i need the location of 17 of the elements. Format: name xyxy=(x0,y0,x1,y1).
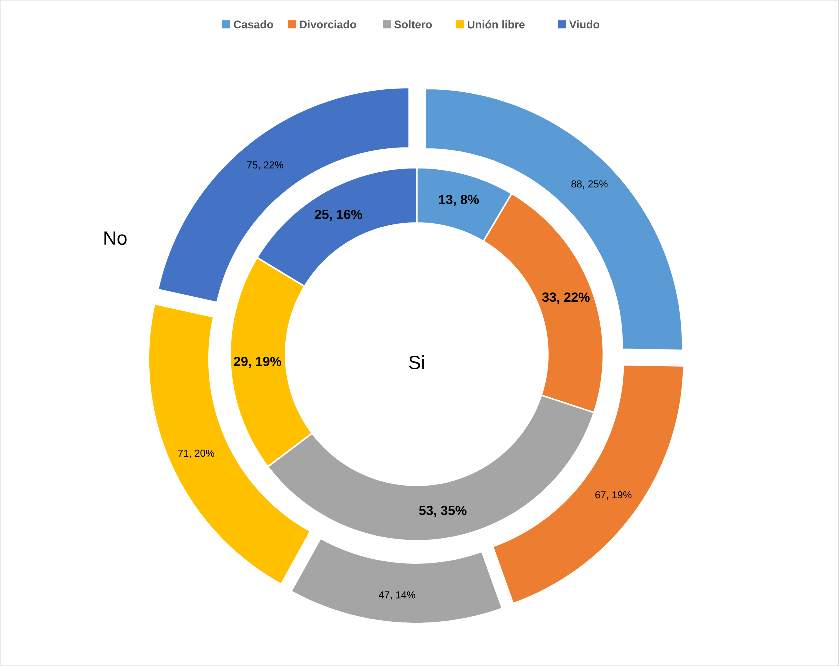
data-label: 67, 19% xyxy=(596,492,632,500)
legend-label: Soltero xyxy=(394,20,432,29)
data-label: 75, 22% xyxy=(247,162,284,170)
data-label: 47, 14% xyxy=(379,592,416,600)
legend-label: Casado xyxy=(234,20,274,29)
slice-label: No xyxy=(104,232,127,246)
legend-label: Unión libre xyxy=(468,20,525,29)
data-label: 25, 16% xyxy=(315,210,362,222)
slice-label: Si xyxy=(409,356,424,370)
data-label: 53, 35% xyxy=(419,506,467,518)
data-label: 13, 8% xyxy=(439,195,480,207)
data-label: 33, 22% xyxy=(542,293,590,304)
data-label: 29, 19% xyxy=(234,357,282,368)
legend-label: Divorciado xyxy=(300,20,356,29)
data-label: 71, 20% xyxy=(178,450,215,459)
legend-label: Viudo xyxy=(569,20,600,29)
data-label: 88, 25% xyxy=(572,180,608,190)
